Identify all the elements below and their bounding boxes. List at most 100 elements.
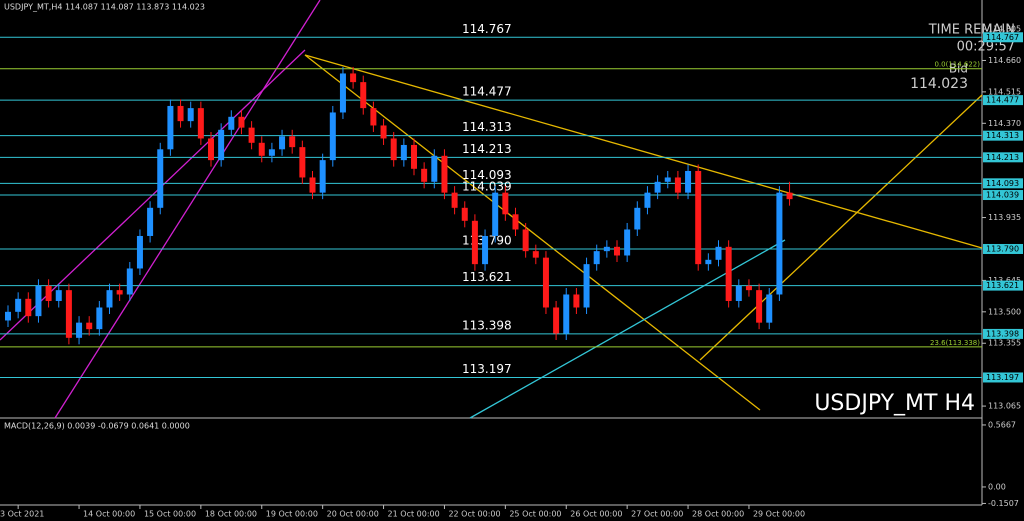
candle-body: [674, 177, 681, 193]
x-tick-label: 18 Oct 00:00: [205, 510, 257, 519]
trendline: [699, 94, 983, 361]
chart-title: USDJPY_MT,H4 114.087 114.087 113.873 114…: [4, 3, 205, 12]
y-tick-label: 113.645: [988, 276, 1021, 285]
candle-body: [512, 214, 519, 230]
x-tick-label: 22 Oct 00:00: [448, 510, 500, 519]
y-tick-label: 114.805: [988, 25, 1021, 34]
candle-body: [319, 160, 326, 193]
candle-body: [228, 116, 235, 130]
candle-body: [167, 105, 174, 150]
candle-body: [197, 108, 204, 139]
level-box: [983, 178, 1023, 189]
fib-label: 23.6(113.338): [930, 339, 980, 347]
candle-body: [86, 322, 93, 330]
candle-body: [553, 307, 560, 334]
y-tick-label: 113.500: [988, 307, 1021, 316]
candle-body: [218, 129, 225, 161]
candle-body: [522, 229, 529, 252]
level-box-label: 114.093: [986, 179, 1019, 188]
candle-body: [502, 192, 509, 215]
candle-body: [45, 285, 52, 301]
level-box-label: 114.039: [986, 191, 1019, 200]
candle-body: [725, 246, 732, 301]
candle-body: [136, 235, 143, 269]
candle-body: [289, 136, 296, 148]
candle-body: [35, 285, 42, 317]
x-tick-label: 20 Oct 00:00: [327, 510, 379, 519]
candle-body: [735, 285, 742, 301]
candle-body: [593, 251, 600, 265]
level-box-label: 114.767: [986, 33, 1019, 42]
level-box-label: 113.790: [986, 244, 1019, 253]
candle-body: [400, 144, 407, 161]
y-tick-label: 113.935: [988, 213, 1021, 222]
candle-body: [299, 147, 306, 178]
level-label: 114.477: [462, 85, 512, 99]
level-label: 114.313: [462, 120, 512, 134]
candle-body: [745, 285, 752, 291]
watermark: USDJPY_MT H4: [814, 391, 975, 416]
candle-body: [177, 105, 184, 122]
candle-body: [451, 192, 458, 208]
candle-body: [644, 192, 651, 208]
x-tick-label: 25 Oct 00:00: [509, 510, 561, 519]
level-box: [983, 372, 1023, 383]
candle-body: [563, 294, 570, 334]
candle-body: [390, 138, 397, 161]
candle-body: [279, 136, 286, 150]
level-box: [983, 152, 1023, 163]
timer: 00:29:57: [957, 40, 1015, 55]
level-label: 114.093: [462, 168, 512, 182]
level-box-label: 113.621: [986, 281, 1019, 290]
x-tick-label: 21 Oct 00:00: [388, 510, 440, 519]
candle-body: [573, 294, 580, 308]
candle-body: [482, 235, 489, 265]
y-tick-label: 113.355: [988, 339, 1021, 348]
x-tick-label: 19 Oct 00:00: [266, 510, 318, 519]
level-box-label: 113.398: [986, 329, 1019, 338]
candle-body: [5, 311, 11, 321]
level-box: [983, 130, 1023, 141]
candle-body: [15, 298, 22, 312]
level-label: 113.197: [462, 362, 512, 376]
macd-y-tick-label: -0.1507: [988, 499, 1019, 508]
trendline: [304, 54, 761, 411]
x-tick-label: 14 Oct 00:00: [83, 510, 135, 519]
candle-body: [116, 290, 123, 295]
candle-body: [147, 207, 154, 236]
candle-body: [96, 307, 103, 330]
candle-body: [776, 192, 783, 295]
candle-body: [583, 264, 590, 308]
candle-body: [65, 290, 72, 338]
x-tick-label: 15 Oct 00:00: [144, 510, 196, 519]
candle-body: [329, 112, 336, 161]
candle-body: [492, 192, 499, 236]
x-tick-label: 26 Oct 00:00: [570, 510, 622, 519]
candle-body: [248, 127, 255, 143]
candle-body: [542, 257, 549, 308]
candle-body: [756, 290, 763, 323]
candle-body: [411, 144, 417, 169]
candle-body: [25, 298, 32, 317]
candle-body: [664, 177, 671, 182]
candle-body: [106, 290, 113, 308]
candle-body: [461, 207, 468, 221]
level-label: 114.767: [462, 22, 512, 36]
level-box-label: 113.197: [986, 373, 1019, 382]
x-tick-label: 29 Oct 00:00: [753, 510, 805, 519]
level-label: 114.039: [462, 180, 512, 194]
y-tick-label: 114.660: [988, 56, 1021, 65]
level-box-label: 114.313: [986, 131, 1019, 140]
level-box-label: 114.213: [986, 153, 1019, 162]
level-box-label: 114.477: [986, 96, 1019, 105]
x-tick-label: 3 Oct 2021: [0, 510, 44, 519]
level-box: [983, 32, 1023, 43]
candle-body: [715, 246, 722, 260]
candle-body: [309, 177, 316, 193]
candle-body: [614, 246, 620, 256]
x-tick-label: 28 Oct 00:00: [692, 510, 744, 519]
macd-y-tick-label: 0.00: [988, 482, 1006, 491]
candle-body: [126, 268, 133, 295]
level-box: [983, 243, 1023, 254]
level-label: 113.398: [462, 318, 512, 332]
